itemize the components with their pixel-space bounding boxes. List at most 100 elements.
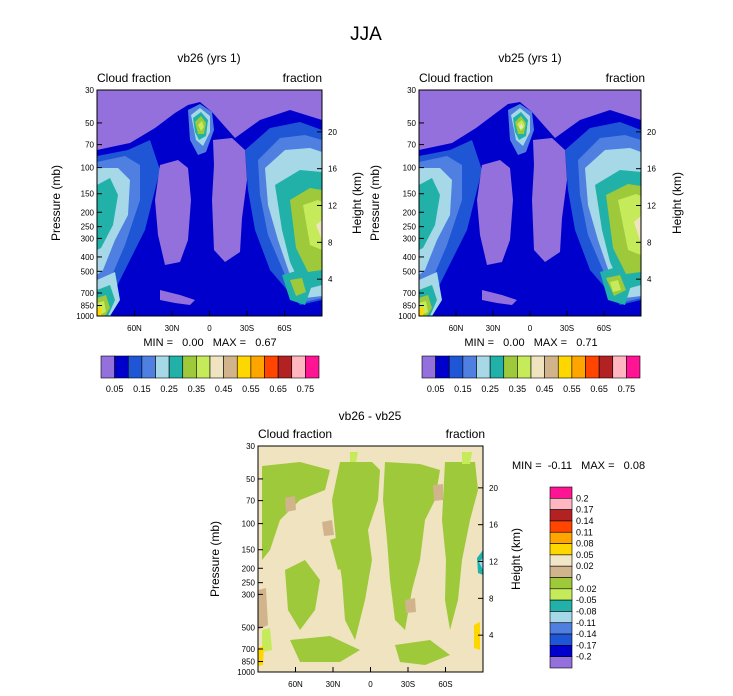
panel-title: vb26 - vb25 — [339, 409, 402, 423]
pressure-tick-label: 50 — [407, 119, 416, 128]
colorbar-label: -0.17 — [576, 640, 597, 650]
latitude-tick-label: 30N — [486, 324, 501, 333]
pressure-tick-label: 200 — [403, 208, 417, 217]
latitude-axis: 60N 30N 0 30S 60S — [288, 667, 453, 689]
colorbar-label: 0.11 — [576, 527, 593, 537]
pressure-tick-label: 1000 — [76, 312, 94, 321]
height-tick-label: 16 — [328, 165, 337, 174]
height-tick-label: 12 — [328, 202, 337, 211]
colorbar-label: 0.35 — [188, 384, 206, 394]
pressure-tick-label: 150 — [242, 546, 256, 555]
left-string: Cloud fraction — [97, 71, 171, 85]
colorbar-box — [626, 355, 641, 379]
y-axis-label: Pressure (mb) — [208, 521, 222, 597]
panel-title: vb26 (yrs 1) — [177, 51, 240, 65]
latitude-tick-label: 30N — [165, 324, 180, 333]
pressure-tick-label: 50 — [85, 119, 94, 128]
colorbar-label: 0.75 — [297, 384, 315, 394]
latitude-tick-label: 30N — [326, 680, 341, 689]
latitude-tick-label: 30S — [401, 680, 415, 689]
latitude-axis: 60N 30N 0 30S 60S — [127, 311, 292, 333]
height-tick-label: 8 — [489, 594, 494, 603]
y2-axis-label: Height (km) — [509, 528, 523, 590]
colorbar-label: 0.35 — [509, 384, 527, 394]
colorbar-box — [549, 520, 573, 533]
latitude-tick-label: 0 — [528, 324, 533, 333]
pressure-tick-label: 100 — [403, 164, 417, 173]
pressure-tick-label: 200 — [81, 208, 95, 217]
colorbar-box — [155, 355, 170, 379]
colorbar-box — [277, 355, 293, 379]
colorbar-box — [549, 622, 573, 635]
colorbar-box — [141, 355, 156, 379]
min-max-label: MIN = 0.00 MAX = 0.71 — [464, 337, 597, 349]
y2-axis-label: Height (km) — [350, 172, 364, 234]
colorbar-label: 0.08 — [576, 539, 594, 549]
pressure-tick-label: 1000 — [398, 312, 416, 321]
colorbar-label: 0.14 — [576, 516, 594, 526]
colorbar-box — [549, 588, 573, 601]
colorbar-box — [209, 355, 224, 379]
y2-axis-label: Height (km) — [670, 172, 684, 234]
colorbar-box — [549, 565, 573, 578]
colorbar-box — [100, 355, 115, 379]
colorbar-label: 0.25 — [160, 384, 178, 394]
pressure-tick-label: 700 — [403, 289, 417, 298]
pressure-tick-label: 850 — [81, 302, 95, 311]
latitude-tick-label: 60S — [277, 324, 291, 333]
colorbar-box — [448, 355, 464, 379]
height-axis: 20 16 12 8 4 — [317, 128, 337, 284]
right-string: fraction — [606, 71, 645, 85]
colorbar-box — [549, 498, 573, 510]
colorbar-box — [462, 355, 477, 379]
colorbar-box — [549, 645, 573, 657]
colorbar-box — [305, 355, 320, 379]
colorbar: 0.05 0.15 0.25 0.35 0.45 0.55 0.65 0.75 — [100, 355, 320, 394]
pressure-tick-label: 70 — [246, 497, 255, 506]
latitude-tick-label: 60N — [449, 324, 464, 333]
pressure-tick-label: 500 — [242, 623, 256, 632]
colorbar-box — [549, 543, 573, 556]
colorbar-label: 0 — [576, 573, 581, 583]
colorbar-label: 0.05 — [576, 550, 594, 560]
y-axis-label: Pressure (mb) — [49, 165, 63, 241]
contour-field — [97, 90, 322, 316]
colorbar-label: 0.05 — [106, 384, 124, 394]
latitude-axis: 60N 30N 0 30S 60S — [449, 311, 611, 333]
panel-vb25: vb25 (yrs 1) Cloud fraction fraction — [368, 51, 684, 394]
pressure-tick-label: 500 — [81, 267, 95, 276]
pressure-tick-label: 700 — [81, 289, 95, 298]
colorbar-label: 0.15 — [133, 384, 151, 394]
pressure-tick-label: 30 — [407, 86, 416, 95]
latitude-tick-label: 60S — [438, 680, 452, 689]
colorbar-label: 0.65 — [590, 384, 608, 394]
colorbar-label: 0.45 — [215, 384, 233, 394]
contour-field — [419, 90, 641, 316]
colorbar-box — [264, 355, 279, 379]
colorbar-box — [544, 355, 559, 379]
colorbar-label: 0.45 — [536, 384, 554, 394]
colorbar-label: -0.02 — [576, 584, 597, 594]
left-string: Cloud fraction — [258, 427, 332, 441]
latitude-tick-label: 60S — [597, 324, 611, 333]
min-max-label: MIN = -0.11 MAX = 0.08 — [512, 460, 645, 472]
pressure-tick-label: 1000 — [237, 668, 255, 677]
colorbar-label: 0.75 — [618, 384, 636, 394]
colorbar-box — [236, 355, 252, 379]
colorbar-box — [549, 577, 573, 590]
height-tick-label: 16 — [489, 521, 498, 530]
min-max-label: MIN = 0.00 MAX = 0.67 — [143, 337, 276, 349]
pressure-tick-label: 150 — [81, 190, 95, 199]
colorbar-box — [549, 554, 573, 567]
latitude-tick-label: 30S — [240, 324, 254, 333]
colorbar-label: 0.02 — [576, 561, 594, 571]
latitude-tick-label: 30S — [560, 324, 574, 333]
colorbar-box — [557, 355, 573, 379]
colorbar-box — [549, 611, 573, 624]
pressure-tick-label: 300 — [403, 234, 417, 243]
pressure-tick-label: 70 — [85, 141, 94, 150]
colorbar-box — [127, 355, 143, 379]
